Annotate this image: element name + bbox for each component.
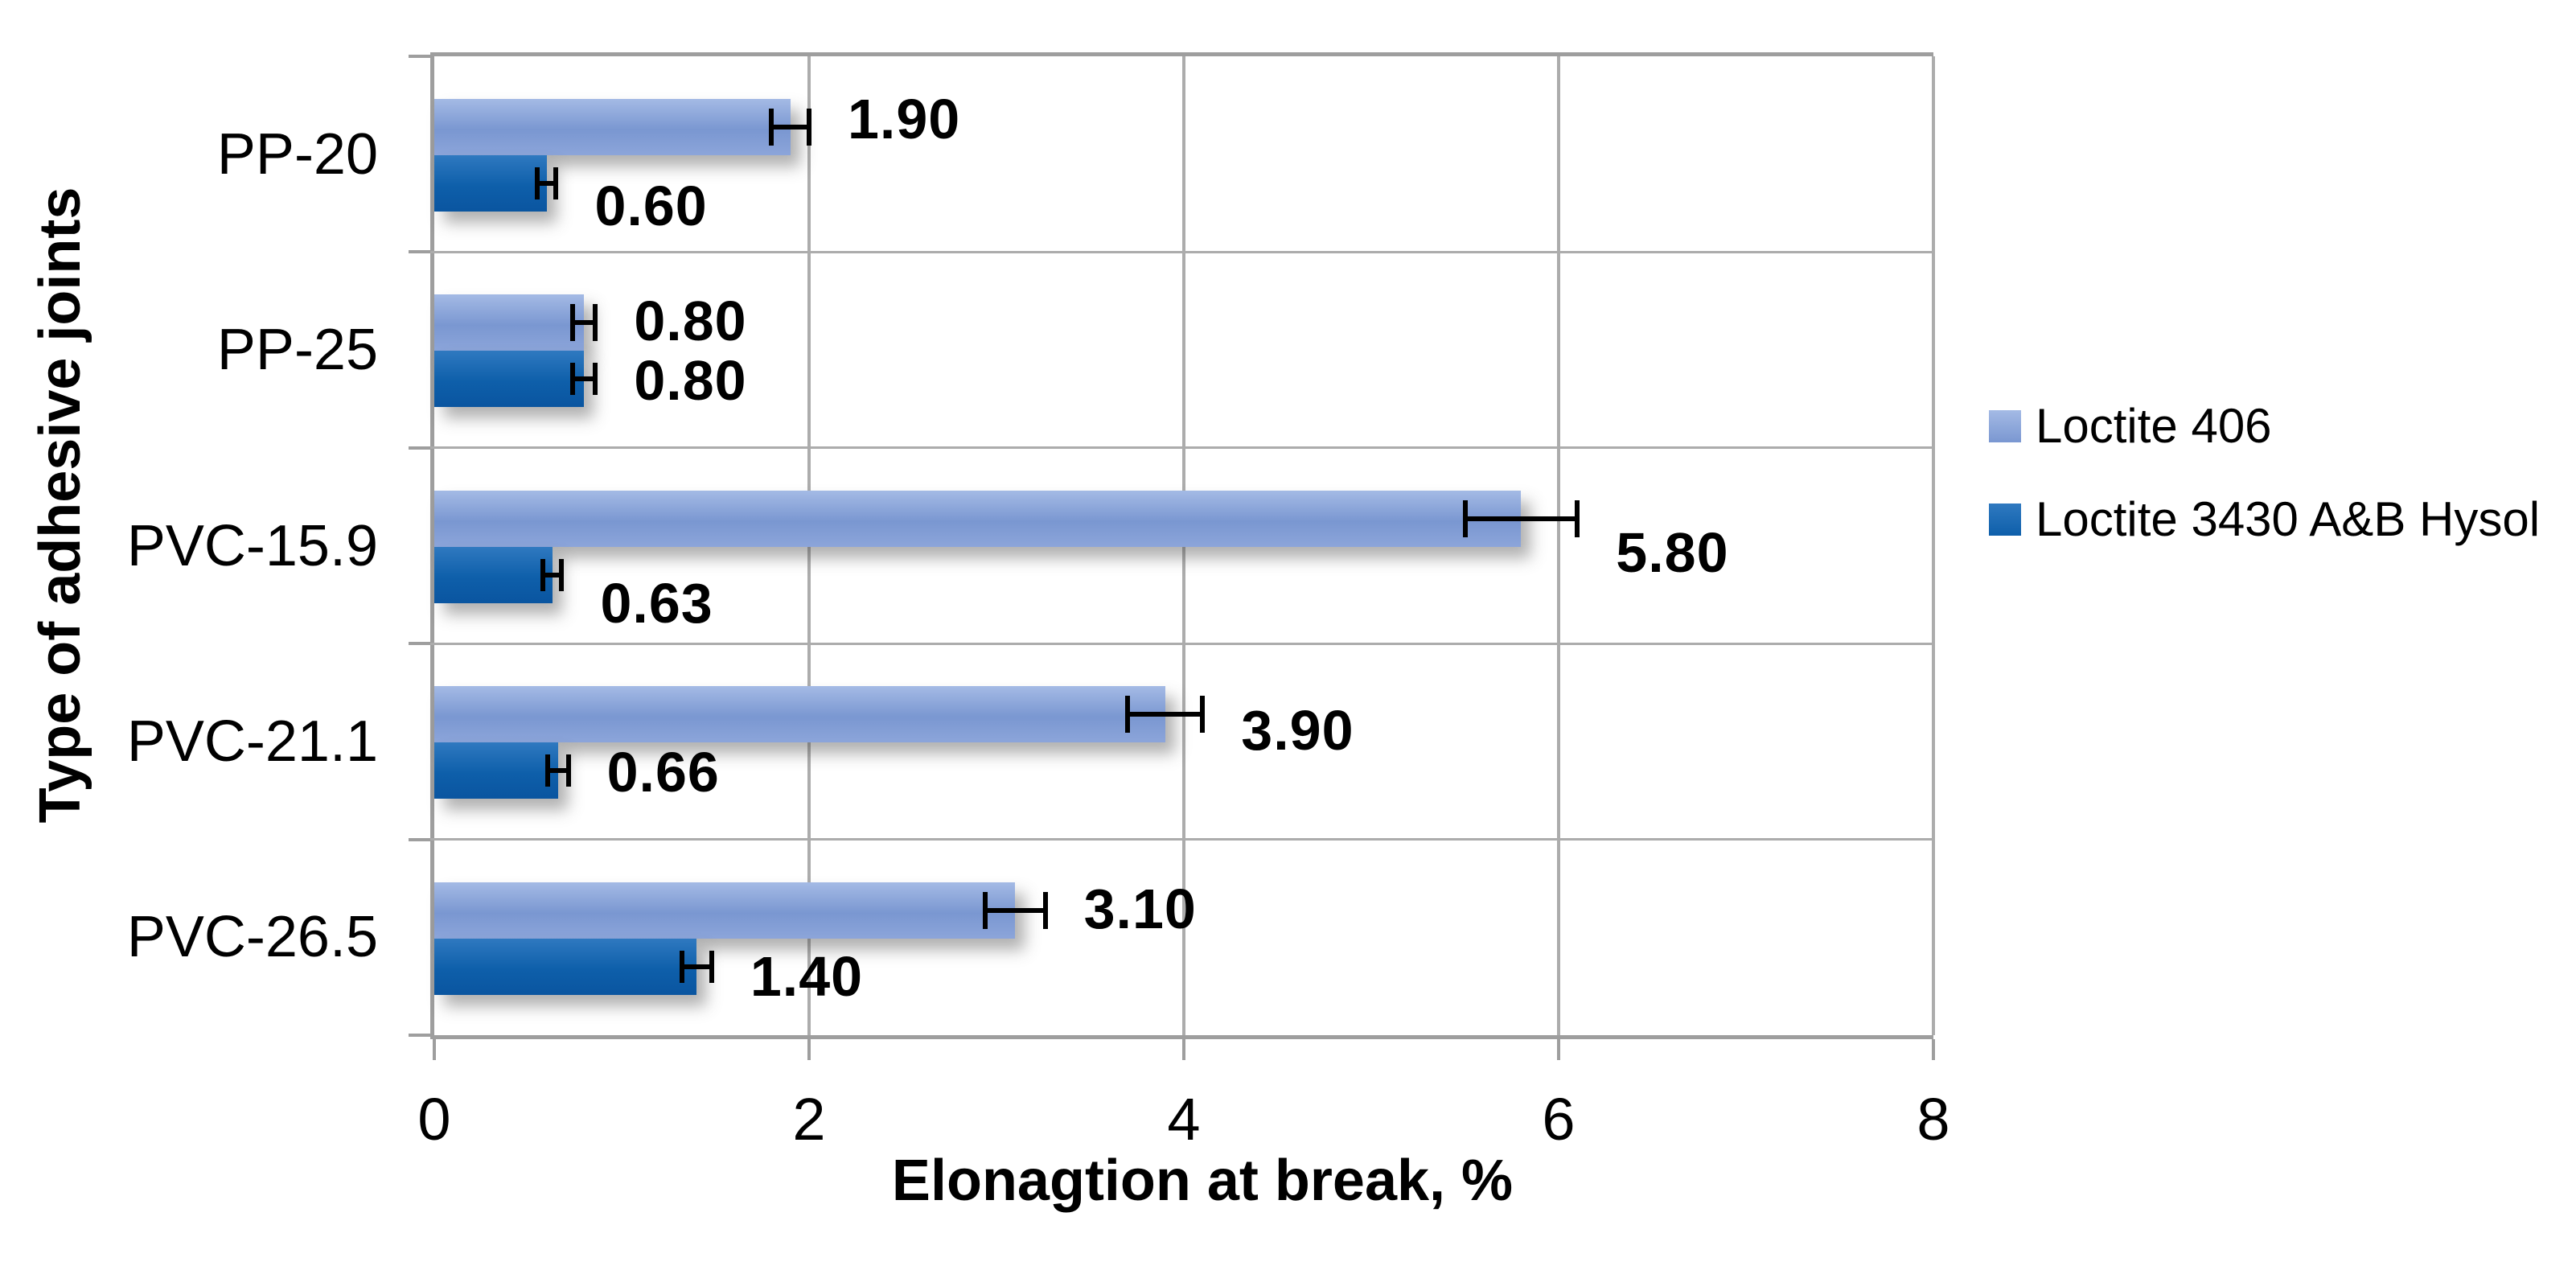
legend-label-loctite-3430: Loctite 3430 A&B Hysol <box>2036 492 2541 546</box>
bar-light-PVC-15.9 <box>434 490 1522 547</box>
y-axis-tick <box>409 250 434 254</box>
error-bar-cap <box>535 167 540 199</box>
x-tick-label-2: 2 <box>792 1086 826 1153</box>
y-axis-tick <box>409 1034 434 1037</box>
x-tick-label-6: 6 <box>1542 1086 1576 1153</box>
data-label: 0.60 <box>594 175 708 237</box>
error-bar-cap <box>807 109 811 146</box>
error-bar-line <box>771 125 809 129</box>
error-bar-cap <box>1200 696 1206 734</box>
error-bar-line <box>573 376 596 382</box>
bar-dark-PVC-15.9 <box>434 546 553 603</box>
row-separator <box>430 250 1933 253</box>
error-bar-cap <box>544 754 550 787</box>
bar-light-PP-20 <box>434 99 791 155</box>
error-bar-cap <box>769 109 774 146</box>
error-bar-cap <box>679 950 684 983</box>
x-tick-label-0: 0 <box>417 1086 451 1153</box>
y-axis-tick <box>409 446 434 450</box>
legend-label-loctite-406: Loctite 406 <box>2036 399 2272 453</box>
error-bar-cap <box>570 304 576 342</box>
error-bar-line <box>547 768 569 774</box>
category-label-PVC-26.5: PVC-26.5 <box>126 905 378 970</box>
error-bar-cap <box>1462 499 1468 537</box>
x-axis-tick-0 <box>433 1039 436 1060</box>
legend-swatch-loctite-406 <box>1989 410 2021 442</box>
category-label-PVC-21.1: PVC-21.1 <box>126 709 378 774</box>
error-bar-cap <box>570 363 576 396</box>
error-bar-cap <box>593 304 598 342</box>
bar-dark-PP-20 <box>434 155 547 212</box>
error-bar-line <box>573 320 596 326</box>
x-axis-tick-8 <box>1932 1039 1935 1060</box>
data-label: 3.90 <box>1241 699 1354 762</box>
bar-light-PVC-26.5 <box>434 882 1016 939</box>
error-bar-line <box>985 907 1046 913</box>
y-axis-tick <box>409 55 434 58</box>
error-bar-line <box>681 964 712 969</box>
data-label: 0.63 <box>600 571 713 635</box>
gridline-x-6 <box>1557 56 1560 1035</box>
bar-light-PP-25 <box>434 294 585 351</box>
bar-dark-PVC-26.5 <box>434 938 697 995</box>
data-label: 0.80 <box>634 290 747 353</box>
bar-dark-PP-25 <box>434 351 585 408</box>
row-separator <box>430 838 1933 841</box>
error-bar-cap <box>540 558 546 591</box>
data-label: 0.80 <box>634 349 747 413</box>
x-tick-label-4: 4 <box>1167 1086 1201 1153</box>
category-label-PP-20: PP-20 <box>216 121 378 187</box>
x-axis-title: Elonagtion at break, % <box>891 1149 1514 1213</box>
data-label: 0.66 <box>606 741 720 804</box>
data-label: 1.90 <box>848 88 961 150</box>
gridline-x-8 <box>1932 56 1935 1035</box>
error-bar-line <box>537 181 557 186</box>
legend-swatch-loctite-3430 <box>1989 504 2021 536</box>
data-label: 5.80 <box>1616 520 1729 584</box>
plot-area: 1.90 0.80 5.80 3.90 3.10 0.60 0.80 0.63 0.66 1.40 <box>409 52 1935 1039</box>
error-bar-cap <box>559 558 565 591</box>
error-bar-cap <box>1125 696 1131 734</box>
error-bar-cap <box>565 754 571 787</box>
y-axis-tick <box>409 837 434 841</box>
error-bar-cap <box>983 891 988 929</box>
x-axis-tick-4 <box>1182 1039 1185 1060</box>
bar-dark-PVC-21.1 <box>434 742 558 799</box>
error-bar-cap <box>709 950 714 983</box>
error-bar-line <box>1465 516 1578 521</box>
error-bar-cap <box>1042 891 1048 929</box>
y-axis-tick <box>409 642 434 646</box>
error-bar-line <box>543 572 562 578</box>
category-axis: PP-20 PP-25 PVC-15.9 PVC-21.1 PVC-26.5 <box>0 56 378 1035</box>
row-separator <box>430 642 1933 645</box>
bar-light-PVC-21.1 <box>434 686 1165 743</box>
data-label: 1.40 <box>750 944 864 1008</box>
row-separator <box>430 446 1933 450</box>
data-label: 3.10 <box>1083 877 1197 940</box>
category-label-PVC-15.9: PVC-15.9 <box>126 513 378 578</box>
x-axis-tick-2 <box>807 1039 811 1060</box>
error-bar-cap <box>593 363 598 396</box>
error-bar-cap <box>553 167 559 199</box>
legend: Loctite 406 Loctite 3430 A&B Hysol <box>1989 0 2576 1266</box>
x-tick-label-8: 8 <box>1917 1086 1950 1153</box>
x-axis-tick-6 <box>1557 1039 1560 1060</box>
error-bar-cap <box>1575 499 1580 537</box>
category-label-PP-25: PP-25 <box>216 318 378 383</box>
error-bar-line <box>1128 712 1203 717</box>
